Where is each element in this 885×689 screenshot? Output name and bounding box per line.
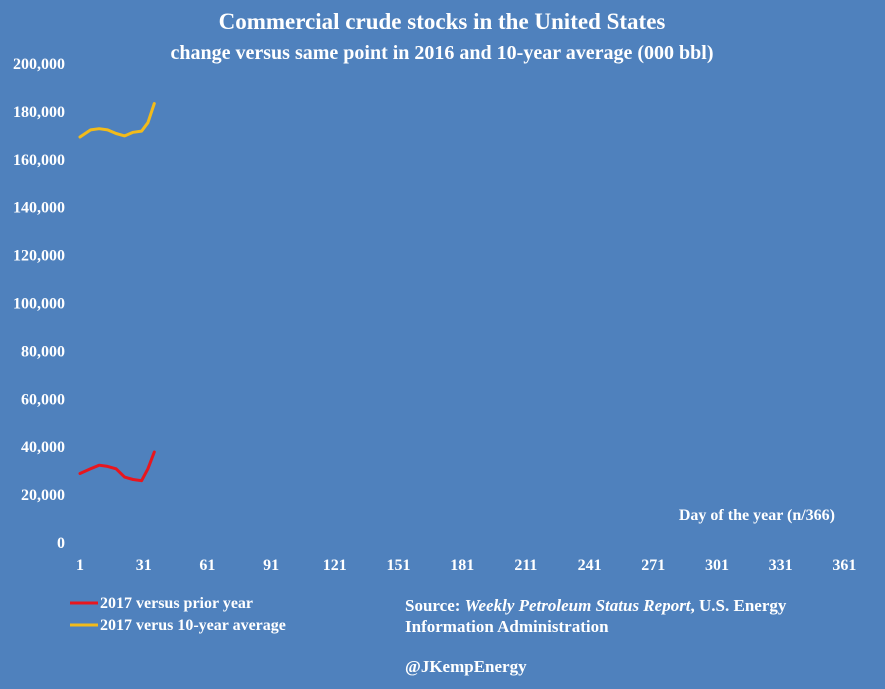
x-tick-label: 151	[386, 557, 410, 574]
y-tick-label: 140,000	[13, 200, 65, 217]
x-tick-label: 271	[641, 557, 665, 574]
x-tick-label: 301	[705, 557, 729, 574]
x-axis-title: Day of the year (n/366)	[679, 507, 835, 524]
source-line1-suffix: , U.S. Energy	[691, 596, 787, 615]
legend: 2017 versus prior year 2017 verus 10-yea…	[70, 595, 286, 634]
source-line-2: Information Administration	[405, 617, 609, 636]
x-tick-label: 181	[450, 557, 474, 574]
source-publication: Weekly Petroleum Status Report	[465, 596, 692, 615]
y-tick-label: 200,000	[13, 56, 65, 73]
y-tick-label: 40,000	[21, 439, 65, 456]
y-tick-label: 60,000	[21, 391, 65, 408]
x-axis-labels: 1 31 61 91 121 151 181 211 241 271 301 331 361	[76, 557, 856, 574]
y-tick-label: 180,000	[13, 104, 65, 121]
x-tick-label: 211	[514, 557, 537, 574]
series-line-prior-year	[78, 450, 156, 483]
x-tick-label: 61	[199, 557, 215, 574]
series-lines	[78, 102, 156, 483]
chart-title: Commercial crude stocks in the United St…	[219, 9, 666, 34]
x-tick-label: 91	[263, 557, 279, 574]
x-tick-label: 31	[136, 557, 152, 574]
y-tick-label: 120,000	[13, 248, 65, 265]
legend-label-prior-year: 2017 versus prior year	[100, 595, 253, 612]
source-line-1: Source: Weekly Petroleum Status Report, …	[405, 596, 787, 615]
legend-label-10yr-average: 2017 verus 10-year average	[100, 617, 286, 634]
twitter-handle: @JKempEnergy	[405, 657, 527, 676]
y-axis-labels: 0 20,000 40,000 60,000 80,000 100,000 120,000 1…	[13, 56, 65, 552]
y-tick-label: 20,000	[21, 487, 65, 504]
series-line-10yr-average	[78, 102, 156, 139]
y-tick-label: 160,000	[13, 152, 65, 169]
x-tick-label: 121	[323, 557, 347, 574]
x-tick-label: 241	[578, 557, 602, 574]
y-tick-label: 0	[57, 535, 65, 552]
x-tick-label: 1	[76, 557, 84, 574]
y-tick-label: 80,000	[21, 343, 65, 360]
x-tick-label: 361	[832, 557, 856, 574]
x-tick-label: 331	[769, 557, 793, 574]
chart-subtitle: change versus same point in 2016 and 10-…	[171, 42, 714, 64]
source-note: Source: Weekly Petroleum Status Report, …	[405, 596, 787, 636]
y-tick-label: 100,000	[13, 296, 65, 313]
source-prefix: Source:	[405, 596, 465, 615]
